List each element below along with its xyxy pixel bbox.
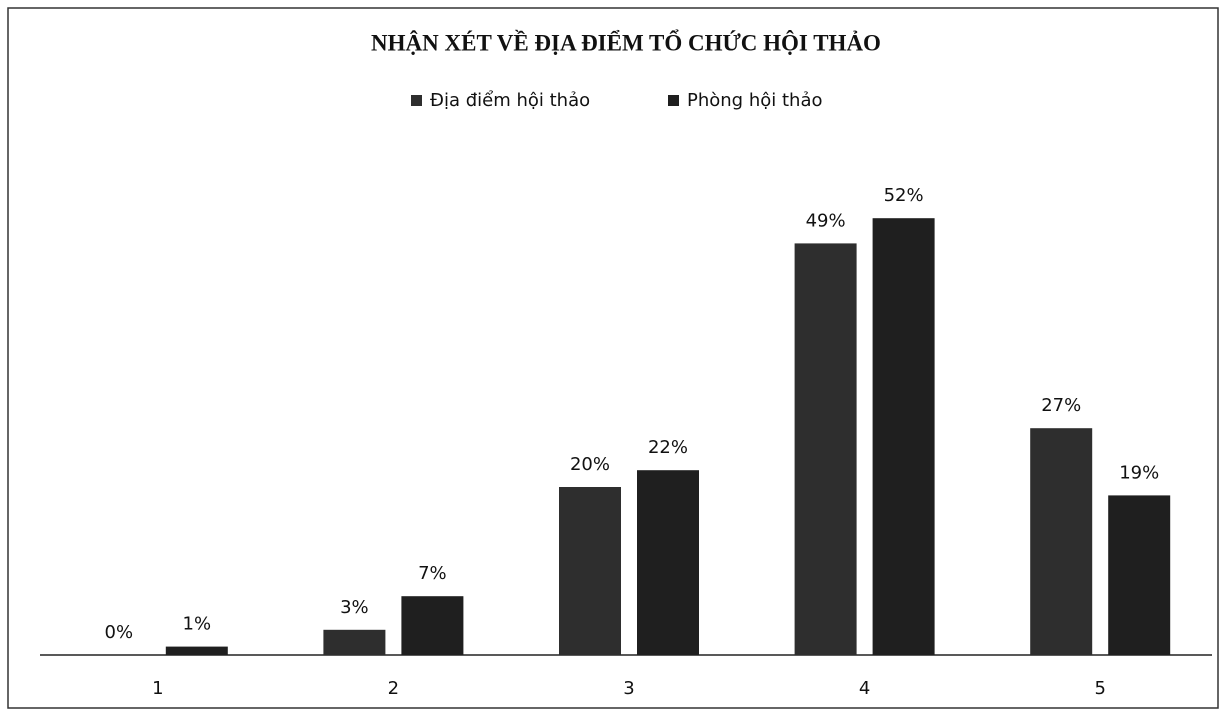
value-label: 0% (105, 622, 134, 643)
value-label: 52% (884, 185, 924, 206)
value-label: 3% (340, 597, 369, 618)
value-label: 20% (570, 454, 610, 475)
value-label: 27% (1041, 395, 1081, 416)
legend-swatch (411, 95, 422, 106)
legend-label: Địa điểm hội thảo (430, 90, 590, 111)
bar (323, 629, 386, 655)
bar (401, 596, 464, 655)
value-label: 22% (648, 437, 688, 458)
legend-swatch (668, 95, 679, 106)
x-tick-label: 3 (623, 678, 634, 699)
bar (1030, 428, 1093, 655)
bar (559, 487, 621, 655)
bar (794, 243, 857, 655)
bar (165, 646, 228, 655)
value-label: 19% (1119, 462, 1159, 483)
bar (637, 470, 699, 655)
x-tick-label: 1 (152, 678, 163, 699)
x-tick-label: 4 (859, 678, 870, 699)
legend-label: Phòng hội thảo (687, 90, 822, 111)
bar (1108, 495, 1171, 655)
value-label: 7% (418, 563, 447, 584)
value-label: 49% (806, 210, 846, 231)
x-tick-label: 2 (388, 678, 399, 699)
value-label: 1% (183, 614, 212, 635)
x-tick-label: 5 (1094, 678, 1105, 699)
bar (872, 218, 935, 655)
chart-title: NHẬN XÉT VỀ ĐỊA ĐIỂM TỔ CHỨC HỘI THẢO (371, 29, 881, 55)
